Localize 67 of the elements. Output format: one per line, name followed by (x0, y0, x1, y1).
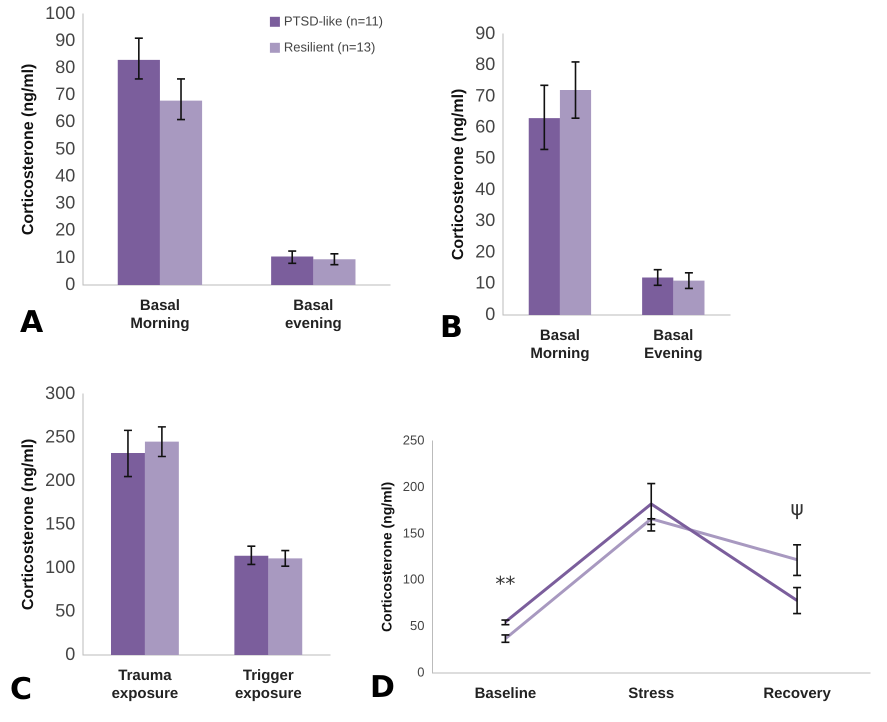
y-axis-title: Corticosterone (ng/ml) (378, 482, 394, 632)
bar (642, 278, 674, 315)
y-tick-label: 50 (55, 138, 76, 158)
bar (528, 118, 560, 315)
y-tick-label: 90 (55, 30, 76, 50)
y-tick-label: 50 (475, 148, 496, 168)
annotation: ψ (790, 496, 804, 520)
y-tick-label: 0 (485, 304, 496, 324)
y-tick-label: 20 (55, 220, 76, 240)
bar (268, 558, 302, 655)
bar (560, 90, 592, 315)
y-tick-label: 70 (55, 84, 76, 104)
y-tick-label: 80 (55, 57, 76, 78)
x-tick-label: Basal Evening (644, 327, 702, 362)
text: C (10, 672, 32, 707)
y-tick-label: 300 (45, 382, 76, 403)
text: A (20, 305, 44, 340)
y-tick-label: 40 (55, 165, 76, 186)
y-tick-label: 40 (475, 178, 496, 199)
y-tick-label: 90 (475, 22, 496, 43)
y-tick-label: 0 (65, 274, 76, 294)
y-tick-label: 60 (55, 111, 76, 132)
y-tick-label: 0 (65, 644, 76, 664)
y-tick-label: 150 (45, 513, 76, 534)
bar (110, 453, 145, 655)
legend-label: Resilient (n=13) (284, 39, 376, 54)
y-tick-label: 70 (475, 85, 496, 106)
text: D (370, 670, 395, 705)
text: B (440, 310, 463, 345)
y-tick-label: 250 (45, 426, 76, 446)
x-tick-label: Recovery (763, 685, 832, 702)
bar (234, 556, 268, 655)
y-tick-label: 30 (475, 210, 496, 230)
y-tick-label: 20 (475, 241, 496, 262)
y-tick-label: 100 (402, 572, 424, 587)
y-tick-label: 10 (55, 246, 76, 267)
y-tick-label: 10 (475, 272, 496, 293)
y-tick-label: 60 (475, 116, 496, 136)
y-tick-label: 250 (402, 432, 424, 448)
y-axis-title: Corticosterone (ng/ml) (450, 88, 468, 260)
bar (118, 60, 160, 285)
y-axis-title: Corticosterone (ng/ml) (20, 438, 38, 610)
y-tick-label: 200 (402, 478, 424, 494)
y-tick-label: 100 (45, 2, 76, 23)
x-tick-label: Stress (628, 685, 674, 702)
bar (144, 442, 179, 655)
x-tick-label: Basal Morning (530, 327, 590, 362)
y-tick-label: 200 (45, 470, 76, 490)
x-tick-label: Basal evening (284, 297, 342, 332)
y-tick-label: 50 (410, 618, 424, 634)
bar (160, 100, 202, 285)
y-axis-title: Corticosterone (ng/ml) (20, 64, 38, 236)
x-tick-label: Trauma exposure (112, 667, 178, 702)
x-tick-label: Basal Morning (130, 297, 190, 332)
y-tick-label: 100 (45, 556, 76, 577)
bar (673, 280, 704, 315)
bar (271, 256, 314, 285)
y-tick-label: 0 (417, 664, 424, 680)
legend-label: PTSD-like (n=11) (284, 13, 383, 28)
y-tick-label: 150 (402, 525, 424, 540)
x-tick-label: Trigger exposure (234, 667, 302, 702)
y-tick-label: 50 (55, 600, 76, 620)
x-tick-label: Baseline (474, 685, 536, 702)
annotation: ** (495, 571, 516, 596)
bar (313, 259, 356, 285)
y-tick-label: 80 (475, 54, 496, 74)
y-tick-label: 30 (55, 192, 76, 213)
